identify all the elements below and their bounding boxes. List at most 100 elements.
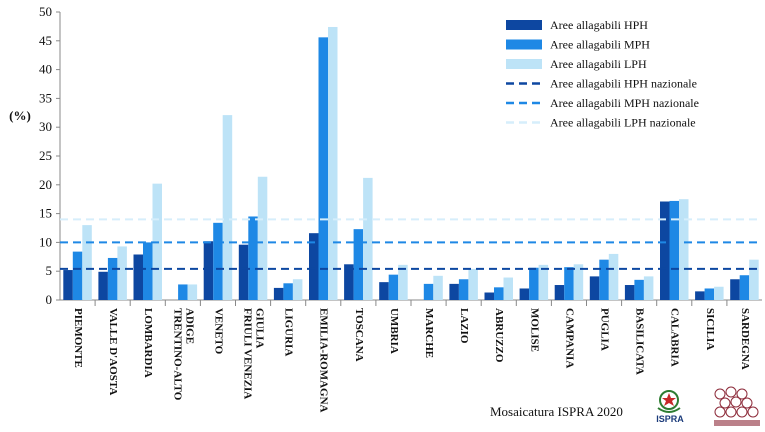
bar xyxy=(213,222,223,300)
y-tick-label: 40 xyxy=(39,62,52,77)
bar xyxy=(564,267,574,300)
bar xyxy=(273,287,284,300)
bar xyxy=(494,287,504,300)
legend-swatch xyxy=(506,39,542,50)
bar xyxy=(503,277,513,300)
bar xyxy=(222,115,233,300)
bar xyxy=(72,251,83,300)
bar xyxy=(624,285,635,300)
bar xyxy=(117,246,127,300)
bar xyxy=(433,275,443,300)
category-label: FRIULI VENEZIA xyxy=(242,308,254,399)
bar xyxy=(143,242,153,300)
category-label: VENETO xyxy=(212,308,224,355)
category-label: SICILIA xyxy=(704,308,716,350)
category-label: VALLE D'AOSTA xyxy=(107,308,119,395)
bar xyxy=(63,270,73,300)
bar xyxy=(363,177,373,300)
legend-swatch xyxy=(506,59,542,69)
category-label: TRENTINO-ALTO xyxy=(171,308,183,401)
y-axis-label: (%) xyxy=(9,108,31,123)
legend-swatch xyxy=(506,20,542,30)
bar xyxy=(538,264,549,300)
bar xyxy=(458,279,469,300)
legend-label: Aree allagabili MPH nazionale xyxy=(550,96,699,110)
bar xyxy=(388,274,399,300)
bar xyxy=(714,286,724,300)
category-label: PIEMONTE xyxy=(72,308,84,368)
legend-label: Aree allagabili HPH nazionale xyxy=(550,77,697,91)
bar xyxy=(634,279,644,300)
category-label: PUGLIA xyxy=(599,308,611,351)
bar xyxy=(423,283,434,300)
category-label: TOSCANA xyxy=(353,308,365,362)
bar xyxy=(484,292,494,300)
category-label: UMBRIA xyxy=(388,308,400,354)
bar xyxy=(704,288,715,300)
bar xyxy=(669,200,679,300)
y-tick-label: 5 xyxy=(46,263,53,278)
ispra-logo-text: ISPRA xyxy=(656,414,684,424)
y-tick-label: 50 xyxy=(39,4,52,19)
bar xyxy=(187,284,198,300)
bar xyxy=(257,176,268,300)
bar xyxy=(468,268,478,300)
bar xyxy=(344,264,354,300)
category-label: LIGURIA xyxy=(283,308,295,356)
y-tick-label: 0 xyxy=(46,292,53,307)
bar xyxy=(643,276,654,300)
source-credit: Mosaicatura ISPRA 2020 xyxy=(490,404,623,419)
bar xyxy=(98,271,108,300)
bar xyxy=(519,288,530,300)
bar xyxy=(203,241,214,300)
y-tick-label: 35 xyxy=(39,90,52,105)
category-label: MARCHE xyxy=(423,308,435,358)
bar xyxy=(379,282,389,300)
category-label: CAMPANIA xyxy=(563,308,575,368)
bar xyxy=(248,216,258,300)
category-label: GIULIA xyxy=(254,308,266,348)
y-tick-label: 20 xyxy=(39,177,52,192)
y-tick-label: 15 xyxy=(39,206,52,221)
bar xyxy=(238,244,249,300)
bar xyxy=(739,275,750,300)
bar xyxy=(554,285,565,300)
category-label: LOMBARDIA xyxy=(142,308,154,378)
bar xyxy=(529,267,539,300)
category-label: LAZIO xyxy=(458,308,470,344)
bar xyxy=(283,283,293,300)
bar xyxy=(730,279,740,300)
legend-label: Aree allagabili MPH xyxy=(550,38,650,52)
network-circles-logo xyxy=(714,386,760,426)
category-label: SARDEGNA xyxy=(739,308,751,370)
bar xyxy=(749,259,759,300)
bar xyxy=(679,199,689,300)
bar xyxy=(695,291,705,300)
y-tick-label: 30 xyxy=(39,119,52,134)
bar xyxy=(573,264,584,300)
bar xyxy=(133,254,143,300)
bar xyxy=(178,284,188,300)
bar xyxy=(449,283,459,300)
legend-label: Aree allagabili LPH xyxy=(550,57,647,71)
bar xyxy=(589,276,600,300)
category-label: EMILIA-ROMAGNA xyxy=(318,308,330,413)
bar xyxy=(318,37,328,301)
y-tick-label: 45 xyxy=(39,33,52,48)
category-label: ADIGE xyxy=(183,308,195,344)
y-tick-label: 10 xyxy=(39,234,52,249)
bar xyxy=(398,264,408,300)
bar xyxy=(353,229,364,300)
category-label: BASILICATA xyxy=(634,308,646,375)
category-label: CALABRIA xyxy=(669,308,681,367)
bar xyxy=(107,257,118,300)
bar xyxy=(292,279,303,300)
bar xyxy=(608,253,619,300)
bar xyxy=(309,233,319,300)
bar xyxy=(82,225,92,300)
legend-label: Aree allagabili HPH xyxy=(550,18,648,32)
ispra-emblem-logo xyxy=(657,390,681,413)
category-label: MOLISE xyxy=(528,308,540,352)
bar xyxy=(599,259,609,300)
